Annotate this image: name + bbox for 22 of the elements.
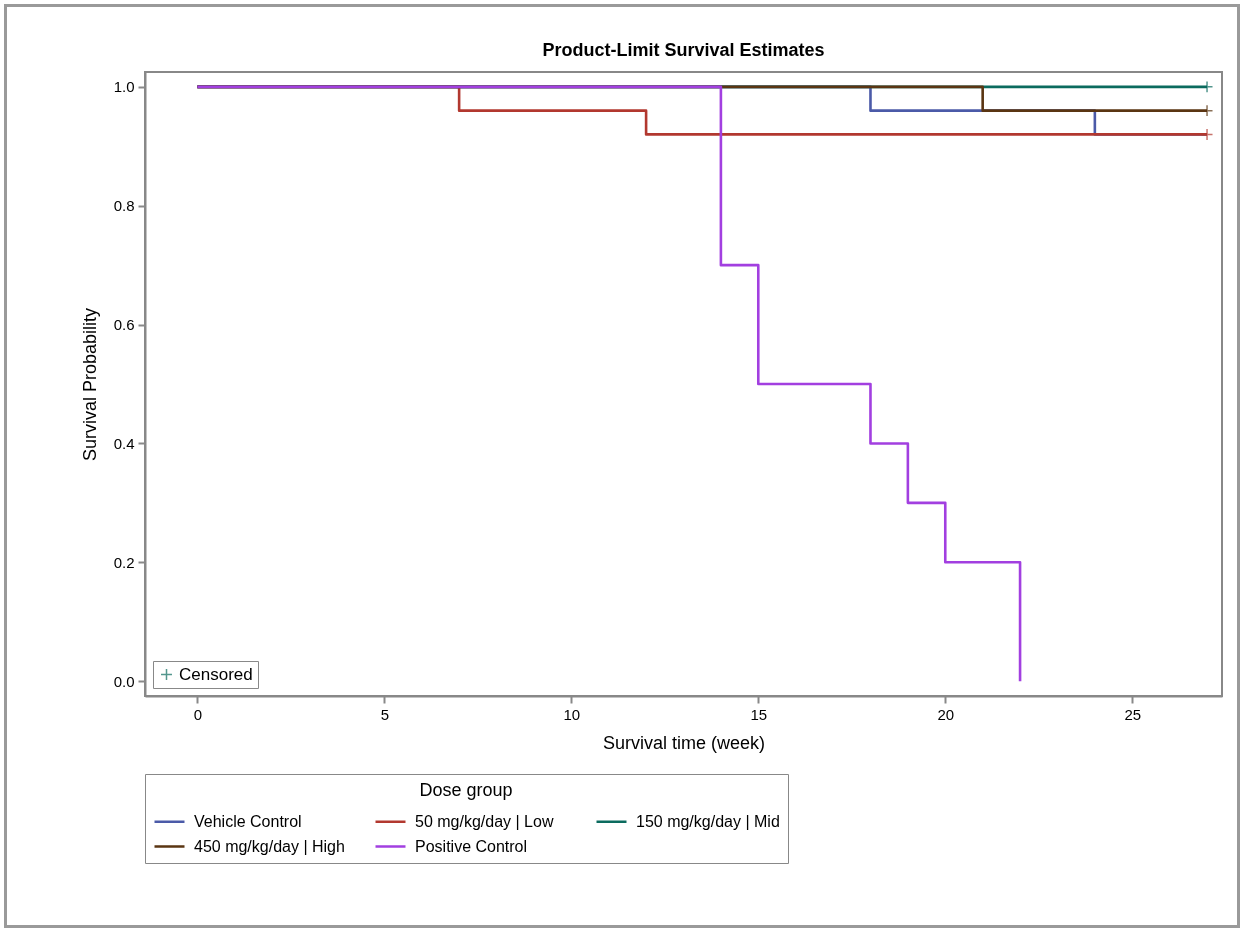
legend-label: Positive Control	[415, 837, 528, 855]
legend-title: Dose group	[419, 780, 513, 800]
y-tick-label: 0.0	[113, 672, 135, 690]
x-tick-label: 0	[193, 705, 203, 723]
x-axis-title: Survival time (week)	[602, 732, 766, 753]
y-tick-label: 0.6	[113, 316, 135, 334]
x-tick-label: 15	[750, 705, 768, 723]
x-tick-label: 10	[563, 705, 581, 723]
chart-title: Product-Limit Survival Estimates	[542, 40, 825, 60]
x-tick-label: 20	[937, 705, 955, 723]
legend-label: 50 mg/kg/day | Low	[415, 812, 554, 830]
y-tick-label: 0.2	[113, 553, 135, 571]
x-tick-label: 25	[1124, 705, 1142, 723]
y-tick-label: 0.4	[113, 434, 135, 452]
legend-label: 450 mg/kg/day | High	[194, 837, 345, 855]
y-tick-label: 1.0	[113, 78, 135, 96]
legend-label: 150 mg/kg/day | Mid	[636, 812, 780, 830]
legend-label: Vehicle Control	[194, 812, 302, 830]
y-axis-title: Survival Probability	[79, 307, 100, 462]
x-tick-label: 5	[380, 705, 390, 723]
legend-label: Censored	[179, 664, 253, 684]
y-tick-label: 0.8	[113, 197, 135, 215]
